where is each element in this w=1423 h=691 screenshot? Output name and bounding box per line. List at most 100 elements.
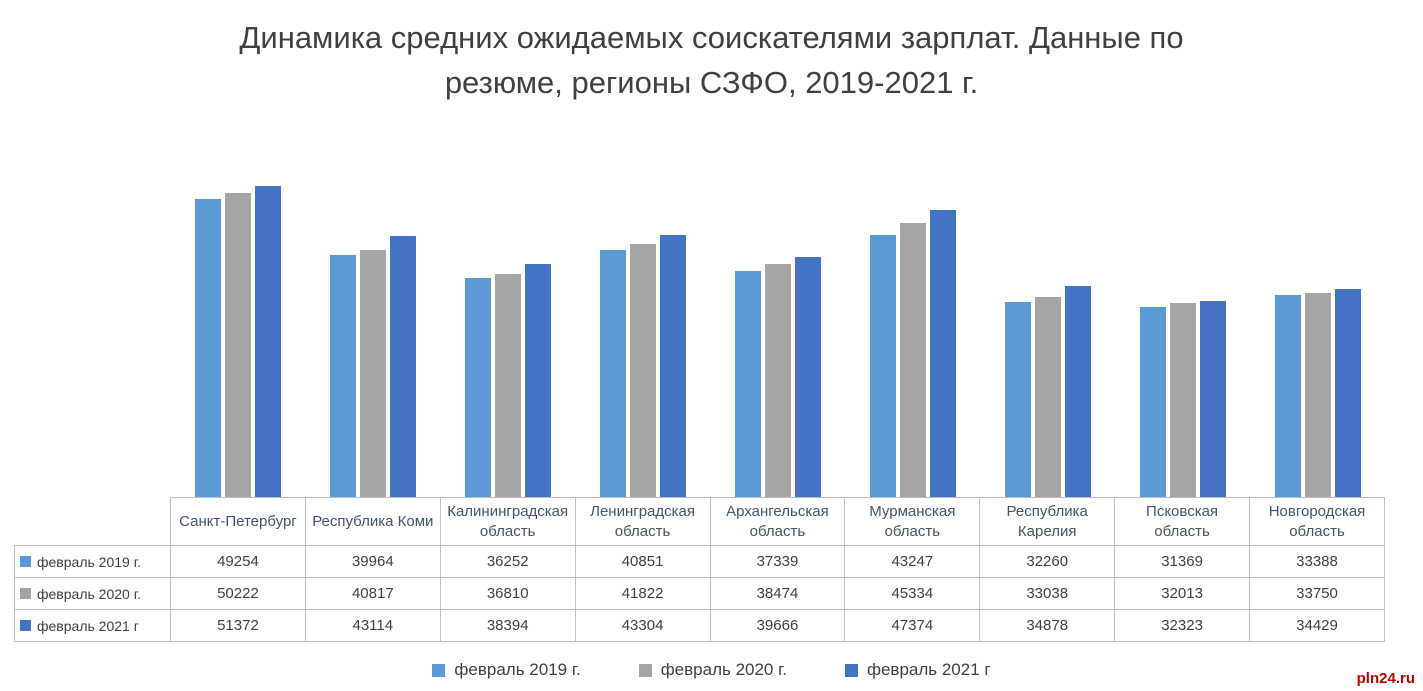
series-row-header: февраль 2019 г. xyxy=(14,545,171,578)
series-row: февраль 2019 г. 49254 39964 36252 40851 37339… xyxy=(14,545,1385,578)
value-cell: 39666 xyxy=(709,609,846,642)
series-key-swatch xyxy=(20,588,31,600)
bar-group xyxy=(980,152,1115,497)
legend-swatch xyxy=(432,663,446,677)
bar-group xyxy=(1115,152,1250,497)
category-header-cell: Республика Коми xyxy=(304,497,441,546)
value-cell: 49254 xyxy=(170,545,306,578)
category-header-cell: Ленинградская область xyxy=(574,497,711,546)
chart-bar xyxy=(734,271,761,497)
value-cell: 31369 xyxy=(1114,545,1250,578)
chart-bar xyxy=(359,249,386,497)
value-cell: 45334 xyxy=(844,577,981,610)
value-cell: 51372 xyxy=(170,609,306,642)
category-header-cell: Мурманская область xyxy=(844,497,981,546)
value-cell: 34429 xyxy=(1249,609,1385,642)
value-cell: 43114 xyxy=(304,609,441,642)
bar-group xyxy=(575,152,710,497)
category-header-cell: Новгородская область xyxy=(1249,497,1385,546)
chart-bar xyxy=(899,222,926,497)
legend-item: февраль 2020 г. xyxy=(638,660,787,680)
bar-group xyxy=(845,152,980,497)
chart-bar xyxy=(224,193,251,497)
value-cell: 33750 xyxy=(1249,577,1385,610)
chart-bar xyxy=(524,264,551,497)
chart-bar xyxy=(494,274,521,497)
chart-title-line-1: Динамика средних ожидаемых соискателями … xyxy=(239,20,1184,55)
bar-group xyxy=(170,152,305,497)
chart-bar xyxy=(1199,301,1226,497)
table-corner-cell xyxy=(15,498,171,546)
chart-title: Динамика средних ожидаемых соискателями … xyxy=(0,0,1423,106)
legend-label: февраль 2019 г. xyxy=(454,660,581,679)
value-cell: 40817 xyxy=(304,577,441,610)
value-cell: 33388 xyxy=(1249,545,1385,578)
watermark: pln24.ru xyxy=(1356,670,1415,687)
value-cell: 32013 xyxy=(1114,577,1250,610)
category-header-cell: Архангельская область xyxy=(709,497,846,546)
chart-bar xyxy=(254,186,281,497)
chart-bar xyxy=(1334,288,1361,497)
value-cell: 32260 xyxy=(979,545,1116,578)
legend-swatch xyxy=(844,663,858,677)
value-cell: 32323 xyxy=(1114,609,1250,642)
chart-bar xyxy=(869,235,896,497)
chart-bar xyxy=(1004,301,1031,497)
series-row-header: февраль 2021 г xyxy=(14,609,171,642)
value-cell: 43304 xyxy=(574,609,711,642)
series-row-label: февраль 2021 г xyxy=(37,617,139,634)
chart-bar xyxy=(329,255,356,497)
chart-bar xyxy=(1034,296,1061,497)
category-header-cell: Калининградская область xyxy=(439,497,576,546)
chart-bar xyxy=(194,198,221,497)
chart-bar xyxy=(629,243,656,497)
chart-bar xyxy=(1304,292,1331,497)
chart-bar xyxy=(1169,303,1196,497)
table-body: февраль 2019 г. 49254 39964 36252 40851 37339… xyxy=(14,545,1385,642)
value-cell: 40851 xyxy=(574,545,711,578)
value-cell: 36810 xyxy=(439,577,576,610)
category-header-cell: Псковская область xyxy=(1114,497,1250,546)
value-cell: 36252 xyxy=(439,545,576,578)
series-row-label: февраль 2019 г. xyxy=(37,553,141,570)
series-row-label: февраль 2020 г. xyxy=(37,585,141,602)
chart-bar xyxy=(764,264,791,497)
series-key-swatch xyxy=(20,556,31,568)
series-row: февраль 2020 г. 50222 40817 36810 41822 38474… xyxy=(14,577,1385,610)
value-cell: 39964 xyxy=(304,545,441,578)
value-cell: 43247 xyxy=(844,545,981,578)
table-header-row: Санкт-Петербург Республика Коми Калинингра… xyxy=(15,497,1385,546)
chart-bar xyxy=(659,234,686,497)
legend-label: февраль 2021 г xyxy=(866,660,991,679)
value-cell: 34878 xyxy=(979,609,1116,642)
bar-group xyxy=(305,152,440,497)
chart-title-line-2: резюме, регионы СЗФО, 2019-2021 г. xyxy=(444,64,979,100)
value-cell: 41822 xyxy=(574,577,711,610)
chart-bar xyxy=(1064,285,1091,497)
chart-bar xyxy=(794,256,821,497)
legend-swatch xyxy=(638,663,652,677)
chart-bar xyxy=(1139,307,1166,497)
bar-group xyxy=(440,152,575,497)
chart-bar xyxy=(1274,294,1301,497)
legend-item: февраль 2021 г xyxy=(844,660,991,680)
category-header-cell: Санкт-Петербург xyxy=(170,497,306,546)
data-table: Санкт-Петербург Республика Коми Калинингра… xyxy=(14,497,1385,642)
value-cell: 37339 xyxy=(709,545,846,578)
bar-group xyxy=(1250,152,1385,497)
chart-bar xyxy=(389,236,416,497)
value-cell: 38394 xyxy=(439,609,576,642)
value-cell: 33038 xyxy=(979,577,1116,610)
chart-bar xyxy=(599,249,626,497)
category-header-cell: Республика Карелия xyxy=(979,497,1116,546)
series-row-header: февраль 2020 г. xyxy=(14,577,171,610)
chart-bar xyxy=(929,210,956,497)
value-cell: 47374 xyxy=(844,609,981,642)
bar-group xyxy=(710,152,845,497)
series-key-swatch xyxy=(20,620,31,632)
legend-item: февраль 2019 г. xyxy=(432,660,581,680)
plot-area xyxy=(170,152,1385,497)
value-cell: 50222 xyxy=(170,577,306,610)
series-row: февраль 2021 г 51372 43114 38394 43304 39666 4… xyxy=(14,609,1385,642)
